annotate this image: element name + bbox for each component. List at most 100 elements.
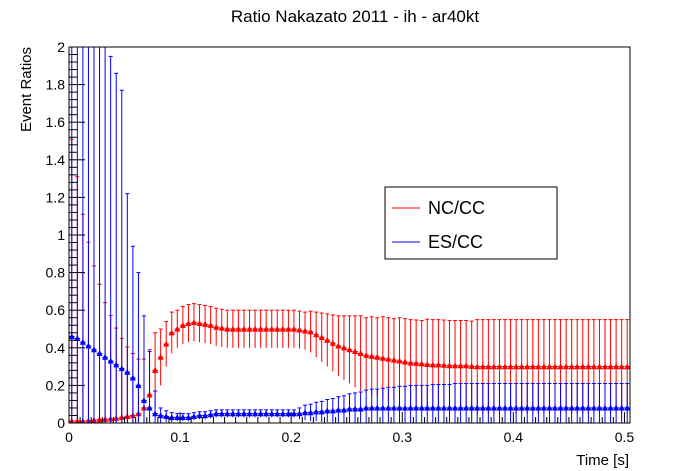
data-point: [535, 363, 542, 370]
data-point: [296, 410, 303, 417]
data-point: [157, 353, 164, 360]
data-point: [479, 404, 486, 411]
data-point: [274, 325, 281, 332]
data-point: [252, 325, 259, 332]
data-point: [285, 410, 292, 417]
data-point: [607, 404, 614, 411]
data-point: [429, 361, 436, 368]
data-point: [90, 346, 97, 353]
data-point: [535, 404, 542, 411]
y-tick-label: 0.4: [46, 340, 66, 356]
data-point: [485, 363, 492, 370]
data-point: [324, 336, 331, 343]
data-point: [407, 359, 414, 366]
x-tick-label: 0.5: [615, 429, 635, 445]
data-point: [407, 404, 414, 411]
data-point: [263, 325, 270, 332]
data-point: [146, 404, 153, 411]
data-point: [613, 363, 620, 370]
legend-box: [384, 186, 558, 260]
data-point: [257, 325, 264, 332]
data-point: [196, 319, 203, 326]
data-point: [385, 355, 392, 362]
data-point: [596, 363, 603, 370]
data-point: [557, 363, 564, 370]
data-point: [468, 362, 475, 369]
data-point: [385, 404, 392, 411]
data-point: [174, 413, 181, 420]
data-point: [529, 363, 536, 370]
data-point: [268, 410, 275, 417]
data-point: [163, 413, 170, 420]
data-point: [507, 404, 514, 411]
chart-title: Ratio Nakazato 2011 - ih - ar40kt: [231, 7, 479, 26]
data-point: [602, 363, 609, 370]
y-tick-label: 1.2: [46, 189, 66, 205]
y-axis-label: Event Ratios: [18, 47, 35, 132]
data-point: [246, 410, 253, 417]
data-point: [402, 404, 409, 411]
data-point: [340, 406, 347, 413]
data-point: [374, 353, 381, 360]
data-point: [285, 325, 292, 332]
y-tick-label: 2: [57, 39, 65, 55]
data-point: [279, 410, 286, 417]
data-point: [352, 405, 359, 412]
data-point: [518, 363, 525, 370]
y-tick-label: 0: [57, 415, 65, 431]
data-point: [624, 363, 630, 370]
data-point: [418, 404, 425, 411]
data-point: [546, 363, 553, 370]
data-point: [568, 363, 575, 370]
data-point: [524, 404, 531, 411]
data-point: [479, 363, 486, 370]
data-point: [446, 404, 453, 411]
data-point: [363, 404, 370, 411]
data-point: [135, 382, 142, 388]
data-point: [168, 413, 175, 420]
legend: NC/CC ES/CC: [384, 186, 558, 260]
data-point: [290, 410, 297, 417]
data-point: [246, 325, 253, 332]
data-point: [590, 363, 597, 370]
data-point: [190, 319, 197, 326]
data-point: [157, 412, 164, 419]
data-point: [313, 331, 320, 338]
data-point: [335, 342, 342, 349]
data-point: [69, 333, 75, 340]
data-point: [263, 410, 270, 417]
data-point: [379, 354, 386, 361]
data-point: [352, 348, 359, 355]
data-point: [302, 409, 309, 416]
data-point: [474, 363, 481, 370]
data-point: [468, 404, 475, 411]
y-tick-label: 1.6: [46, 114, 66, 130]
data-point: [513, 404, 520, 411]
data-point: [252, 410, 259, 417]
data-point: [229, 410, 236, 417]
data-point: [268, 325, 275, 332]
x-tick-label: 0.2: [281, 429, 301, 445]
data-point: [502, 404, 509, 411]
data-point: [379, 404, 386, 411]
data-point: [274, 410, 281, 417]
data-point: [174, 325, 181, 332]
data-point: [185, 413, 192, 420]
data-point: [296, 326, 303, 333]
data-point: [152, 410, 159, 417]
legend-label-es-cc: ES/CC: [428, 232, 483, 252]
data-point: [490, 404, 497, 411]
data-point: [602, 404, 609, 411]
data-point: [235, 325, 242, 332]
data-point: [257, 410, 264, 417]
x-tick-label: 0: [65, 429, 73, 445]
data-point: [213, 323, 220, 330]
data-point: [390, 356, 397, 363]
data-point: [218, 324, 225, 331]
data-point: [329, 339, 336, 346]
data-point: [418, 360, 425, 367]
data-point: [457, 362, 464, 369]
data-point: [74, 335, 81, 341]
y-tick-label: 1: [57, 227, 65, 243]
